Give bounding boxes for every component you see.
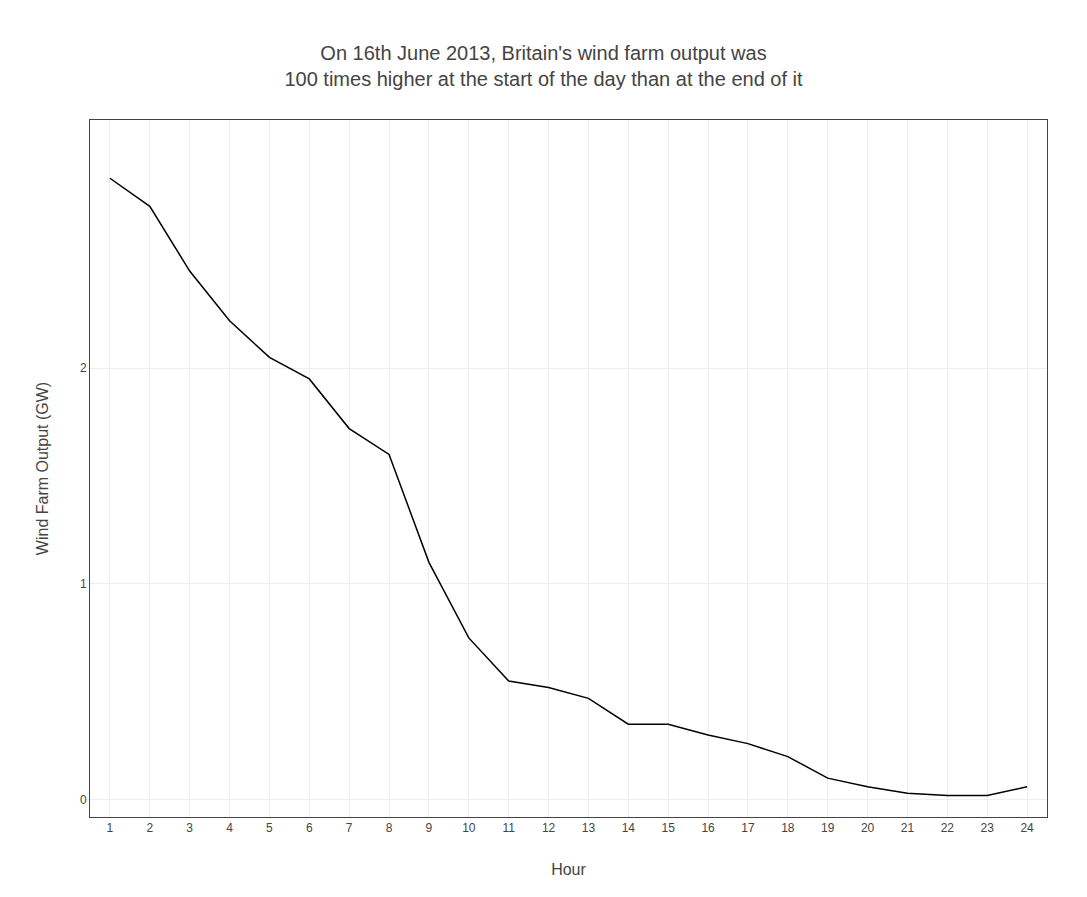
svg-text:1: 1 [107,821,114,835]
svg-text:11: 11 [502,821,515,835]
svg-text:14: 14 [622,821,636,835]
svg-text:9: 9 [426,821,433,835]
svg-text:12: 12 [542,821,556,835]
svg-text:8: 8 [386,821,393,835]
svg-text:19: 19 [821,821,835,835]
svg-text:21: 21 [901,821,915,835]
svg-text:7: 7 [346,821,353,835]
svg-text:24: 24 [1020,821,1034,835]
svg-text:15: 15 [662,821,676,835]
svg-text:18: 18 [781,821,795,835]
svg-text:1: 1 [80,577,87,591]
svg-text:22: 22 [941,821,955,835]
svg-text:2: 2 [146,821,153,835]
svg-text:6: 6 [306,821,313,835]
svg-text:Wind Farm Output (GW): Wind Farm Output (GW) [34,382,51,555]
svg-text:16: 16 [701,821,715,835]
svg-text:0: 0 [80,793,87,807]
svg-text:2: 2 [80,361,87,375]
svg-text:23: 23 [981,821,995,835]
svg-text:10: 10 [462,821,476,835]
svg-text:5: 5 [266,821,273,835]
svg-text:On 16th June 2013, Britain's w: On 16th June 2013, Britain's wind farm o… [284,42,803,90]
svg-text:13: 13 [582,821,596,835]
svg-text:3: 3 [186,821,193,835]
svg-text:Hour: Hour [551,861,586,878]
svg-text:20: 20 [861,821,875,835]
svg-text:17: 17 [741,821,755,835]
svg-text:4: 4 [226,821,233,835]
